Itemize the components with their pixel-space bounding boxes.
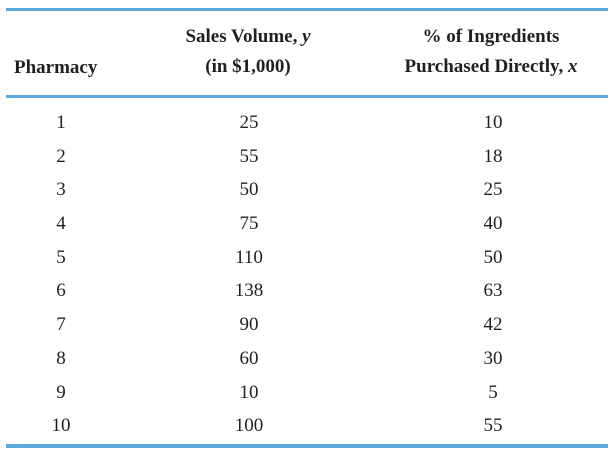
header-ingr-variable: x <box>567 56 578 77</box>
cell-sales-volume: 90 <box>239 314 259 336</box>
cell-pharmacy: 7 <box>56 314 66 336</box>
cell-percent-direct: 10 <box>483 112 503 133</box>
cell-sales-volume: 110 <box>235 246 263 268</box>
header-ingr-text: Purchased Directly, <box>404 56 568 77</box>
cell-percent-direct: 18 <box>483 145 503 167</box>
table-row: 2 55 18 <box>0 140 612 174</box>
table-row: 10 100 55 <box>0 409 612 443</box>
table-row: 3 50 25 <box>0 173 612 207</box>
header-sales-volume: Sales Volume, y (in $1,000) <box>160 22 336 82</box>
cell-percent-direct: 40 <box>483 213 503 235</box>
table-row: 4 75 40 <box>0 207 612 241</box>
header-ingredients: % of Ingredients Purchased Directly, x <box>376 22 606 82</box>
table-body: 1 25 10 2 55 18 3 50 25 4 75 40 5 110 50 6 138 63 7 90 42 8 60… <box>0 106 612 443</box>
header-pharmacy: Pharmacy <box>14 53 97 83</box>
cell-pharmacy: 9 <box>56 381 66 403</box>
cell-pharmacy: 1 <box>56 112 66 133</box>
table-row: 5 110 50 <box>0 241 612 275</box>
table-row: 1 25 10 <box>0 106 612 140</box>
header-ingr-line1: % of Ingredients <box>422 26 560 47</box>
header-rule <box>6 95 608 98</box>
cell-pharmacy: 5 <box>56 246 66 268</box>
cell-pharmacy: 8 <box>56 347 66 369</box>
cell-sales-volume: 10 <box>239 381 259 403</box>
cell-pharmacy: 3 <box>56 179 66 201</box>
table-row: 7 90 42 <box>0 308 612 342</box>
cell-sales-volume: 75 <box>239 213 259 235</box>
cell-percent-direct: 63 <box>483 280 503 302</box>
bottom-rule <box>6 444 608 448</box>
cell-sales-volume: 138 <box>234 280 264 302</box>
cell-pharmacy: 2 <box>56 145 66 167</box>
cell-sales-volume: 100 <box>234 415 264 437</box>
top-rule <box>6 8 608 11</box>
cell-sales-volume: 60 <box>239 347 259 369</box>
header-sales-line1: Sales Volume, y <box>160 22 336 52</box>
cell-sales-volume: 55 <box>239 145 259 167</box>
cell-percent-direct: 30 <box>483 347 503 369</box>
header-sales-line2: (in $1,000) <box>205 56 291 77</box>
table-row: 8 60 30 <box>0 342 612 376</box>
cell-pharmacy: 4 <box>56 213 66 235</box>
cell-percent-direct: 55 <box>483 415 503 437</box>
cell-percent-direct: 50 <box>483 246 503 268</box>
cell-percent-direct: 25 <box>483 179 503 201</box>
header-sales-text: Sales Volume, <box>185 26 303 47</box>
header-pharmacy-label: Pharmacy <box>14 57 98 78</box>
cell-percent-direct: 5 <box>488 381 498 403</box>
cell-pharmacy: 6 <box>56 280 66 302</box>
table-row: 6 138 63 <box>0 274 612 308</box>
table-row: 9 10 5 <box>0 376 612 410</box>
cell-percent-direct: 42 <box>483 314 503 336</box>
cell-sales-volume: 25 <box>239 112 259 133</box>
cell-sales-volume: 50 <box>239 179 259 201</box>
header-ingr-line2: Purchased Directly, x <box>376 52 606 82</box>
header-sales-variable: y <box>302 26 311 47</box>
cell-pharmacy: 10 <box>51 415 71 437</box>
